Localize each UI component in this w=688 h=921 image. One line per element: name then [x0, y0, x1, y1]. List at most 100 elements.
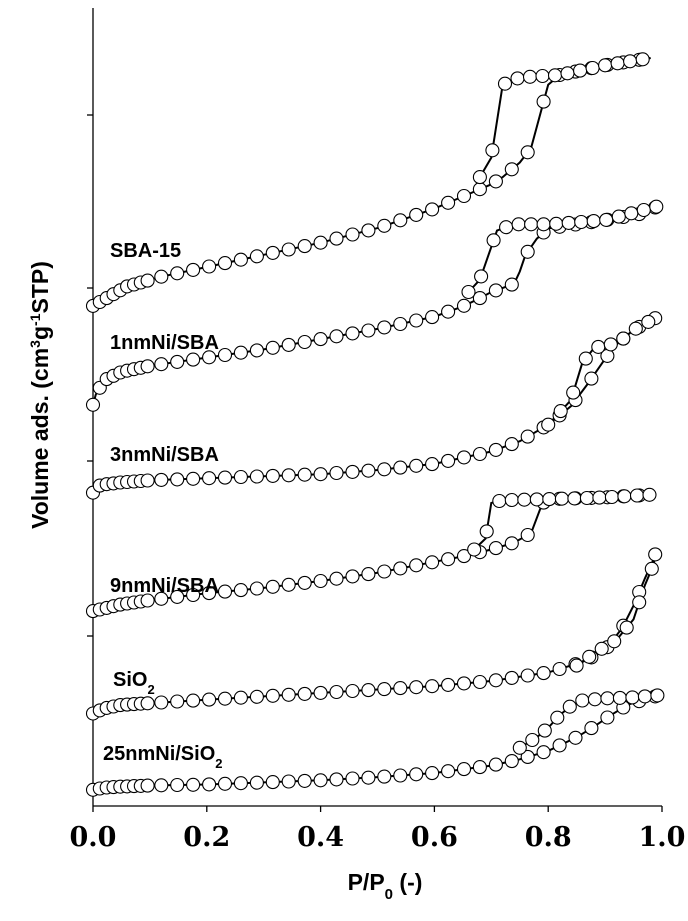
desorption-point	[511, 217, 526, 232]
adsorption-point	[568, 730, 583, 745]
adsorption-point	[504, 670, 519, 685]
adsorption-point	[140, 593, 155, 608]
desorption-point	[542, 492, 557, 507]
desorption-point	[625, 690, 640, 705]
adsorption-point	[313, 332, 328, 347]
desorption-point	[569, 658, 584, 673]
adsorption-point	[345, 569, 360, 584]
adsorption-point	[441, 195, 456, 210]
desorption-point	[649, 199, 664, 214]
desorption-point	[616, 331, 631, 346]
x-tick-label: 1.0	[639, 822, 686, 853]
adsorption-point	[202, 586, 217, 601]
desorption-point	[549, 216, 564, 231]
x-tick-label: 0.4	[297, 822, 344, 853]
adsorption-point	[140, 778, 155, 793]
adsorption-point	[520, 527, 535, 543]
adsorption-point	[170, 589, 185, 604]
adsorption-point	[297, 334, 312, 350]
adsorption-point	[154, 357, 169, 372]
adsorption-point	[281, 577, 296, 592]
adsorption-point	[536, 94, 551, 109]
desorption-point	[594, 641, 609, 656]
desorption-point	[591, 339, 606, 354]
desorption-point	[624, 206, 639, 221]
x-tick-label: 0.6	[411, 822, 458, 853]
adsorption-point	[345, 464, 360, 479]
adsorption-point	[584, 721, 599, 736]
adsorption-point	[154, 591, 169, 606]
series-label: 9nmNi/SBA	[110, 575, 219, 597]
adsorption-point	[456, 676, 472, 691]
adsorption-point	[441, 453, 456, 468]
adsorption-point	[361, 223, 376, 238]
adsorption-point	[377, 769, 392, 784]
adsorption-point	[265, 579, 280, 594]
series-layer	[85, 52, 665, 797]
series-labels: SBA-15 1nmNi/SBA 3nmNi/SBA 9nmNi/SBA SiO2 25n…	[103, 240, 223, 771]
adsorption-point	[265, 340, 280, 355]
desorption-point	[566, 385, 581, 400]
adsorption-point	[297, 467, 312, 482]
desorption-point	[574, 214, 589, 230]
adsorption-point	[170, 266, 185, 281]
desorption-point	[497, 76, 513, 91]
adsorption-point	[313, 685, 328, 700]
adsorption-point	[536, 745, 551, 760]
adsorption-point	[393, 681, 408, 696]
adsorption-point	[233, 345, 248, 360]
adsorption-point	[202, 777, 217, 792]
desorption-point	[529, 492, 544, 507]
series-label: 1nmNi/SBA	[110, 332, 219, 354]
adsorption-point	[472, 674, 487, 690]
adsorption-point	[281, 337, 296, 352]
adsorption-point	[265, 775, 280, 790]
adsorption-point	[504, 437, 519, 452]
desorption-point	[650, 688, 665, 703]
adsorption-point	[552, 661, 567, 677]
desorption-point	[642, 487, 657, 502]
adsorption-point	[313, 467, 328, 482]
adsorption-point	[202, 350, 217, 365]
adsorption-point	[281, 774, 296, 789]
adsorption-point	[233, 583, 248, 598]
desorption-point	[644, 561, 659, 576]
adsorption-point	[329, 465, 344, 481]
desorption-point	[636, 202, 651, 218]
adsorption-point	[409, 680, 424, 695]
adsorption-point	[584, 371, 599, 386]
adsorption-point	[85, 397, 101, 412]
desorption-point	[541, 417, 556, 432]
series-9nmNi/SBA	[85, 487, 657, 619]
y-tick-marks	[87, 114, 93, 637]
adsorption-point	[456, 298, 472, 313]
adsorption-point	[441, 552, 456, 567]
adsorption-point	[488, 541, 503, 556]
adsorption-point	[648, 547, 663, 562]
adsorption-point	[329, 571, 344, 586]
adsorption-point	[186, 587, 201, 603]
adsorption-point	[329, 329, 344, 344]
series-SiO2	[85, 547, 663, 721]
adsorption-point	[233, 776, 248, 791]
adsorption-point	[186, 693, 201, 708]
desorption-point	[524, 217, 539, 232]
adsorption-point	[170, 694, 185, 709]
desorption-point	[612, 690, 627, 705]
desorption-point	[525, 732, 540, 748]
adsorption-point	[249, 775, 264, 790]
desorption-point	[600, 691, 615, 706]
adsorption-point	[425, 457, 440, 472]
adsorption-point	[488, 283, 503, 298]
adsorption-point	[456, 762, 472, 777]
series-25nmNi/SiO2	[85, 688, 665, 797]
adsorption-point	[297, 686, 312, 701]
adsorption-point	[456, 188, 472, 204]
adsorption-point	[154, 269, 169, 284]
desorption-point	[635, 52, 650, 67]
adsorption-point	[186, 777, 201, 792]
series-3nmNi/SBA	[85, 311, 663, 500]
series-label: SiO2	[113, 669, 155, 697]
adsorption-point	[393, 213, 408, 228]
